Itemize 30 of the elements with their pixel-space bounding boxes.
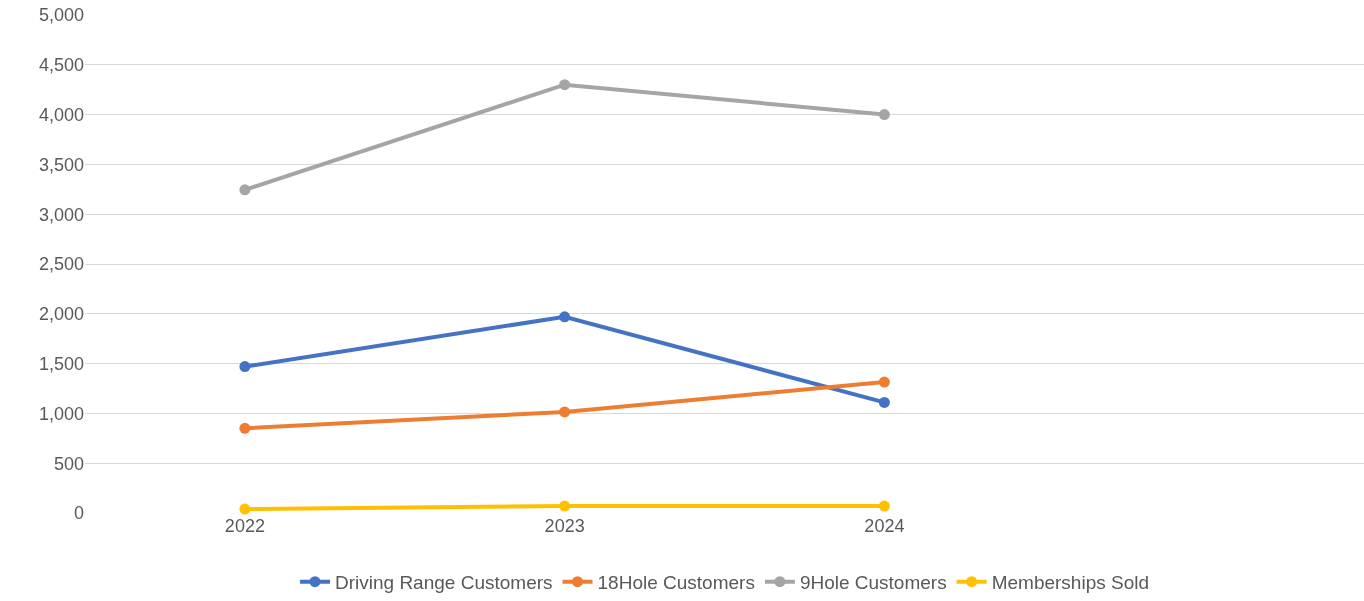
y-tick-label: 4,000 — [38, 104, 84, 125]
y-tick-label: 3,500 — [38, 154, 84, 175]
point — [559, 79, 571, 91]
y-tick-label: 0 — [73, 503, 84, 524]
y-tick-label: 500 — [53, 453, 84, 474]
y-tick-label: 2,000 — [38, 304, 84, 325]
point — [559, 500, 571, 512]
point — [878, 500, 890, 512]
x-tick-label: 2022 — [224, 516, 265, 536]
y-tick-label: 2,500 — [38, 254, 84, 275]
legend-label: Memberships Sold — [991, 572, 1149, 594]
point — [559, 406, 571, 418]
legend-label: Driving Range Customers — [335, 572, 553, 594]
x-tick-label: 2024 — [864, 516, 905, 536]
point — [239, 361, 251, 373]
point — [559, 311, 571, 323]
x-tick-label: 2023 — [544, 516, 585, 536]
point — [878, 396, 890, 408]
y-tick-label: 1,000 — [38, 403, 84, 424]
legend-label: 9Hole Customers — [799, 572, 947, 594]
legend-label: 18Hole Customers — [597, 572, 755, 594]
point — [878, 109, 890, 121]
y-tick-label: 3,000 — [38, 204, 84, 225]
point — [878, 376, 890, 388]
y-tick-label: 1,500 — [38, 353, 84, 374]
point — [239, 184, 251, 196]
y-tick-label: 4,500 — [38, 55, 84, 76]
y-tick-label: 5,000 — [38, 5, 84, 26]
point — [239, 503, 251, 515]
point — [239, 422, 251, 434]
